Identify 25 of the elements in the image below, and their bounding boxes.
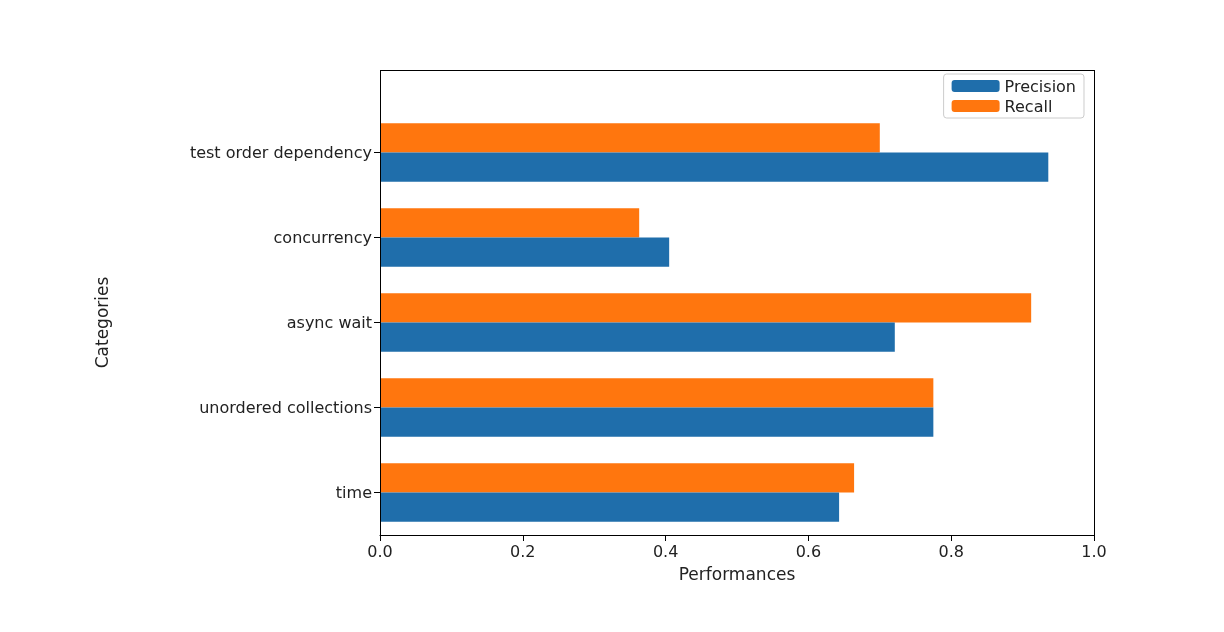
bar [380, 152, 1049, 182]
x-tick-label: 0.6 [795, 541, 822, 561]
bar [380, 123, 880, 153]
x-tick-label: 0.2 [510, 541, 536, 561]
x-axis-title: Performances [678, 563, 796, 584]
y-tick-label: concurrency [273, 228, 372, 247]
y-tick-label: time [335, 483, 372, 502]
y-axis-title: Categories [91, 276, 112, 369]
bar [380, 492, 840, 522]
y-tick-label: test order dependency [189, 143, 372, 162]
y-tick-label: async wait [286, 313, 372, 332]
x-tick-label: 1.0 [1081, 541, 1107, 561]
bar [380, 463, 855, 493]
bar [380, 407, 934, 437]
bar [380, 208, 640, 238]
legend-label: Recall [1004, 96, 1053, 116]
bar [380, 237, 670, 267]
legend-label: Precision [1004, 76, 1076, 96]
bar [380, 293, 1032, 323]
y-tick-label: unordered collections [199, 398, 372, 417]
x-tick-label: 0.0 [367, 541, 393, 561]
bar [380, 378, 934, 408]
x-tick-label: 0.8 [938, 541, 964, 561]
bar [380, 322, 895, 352]
x-tick-label: 0.4 [652, 541, 679, 561]
